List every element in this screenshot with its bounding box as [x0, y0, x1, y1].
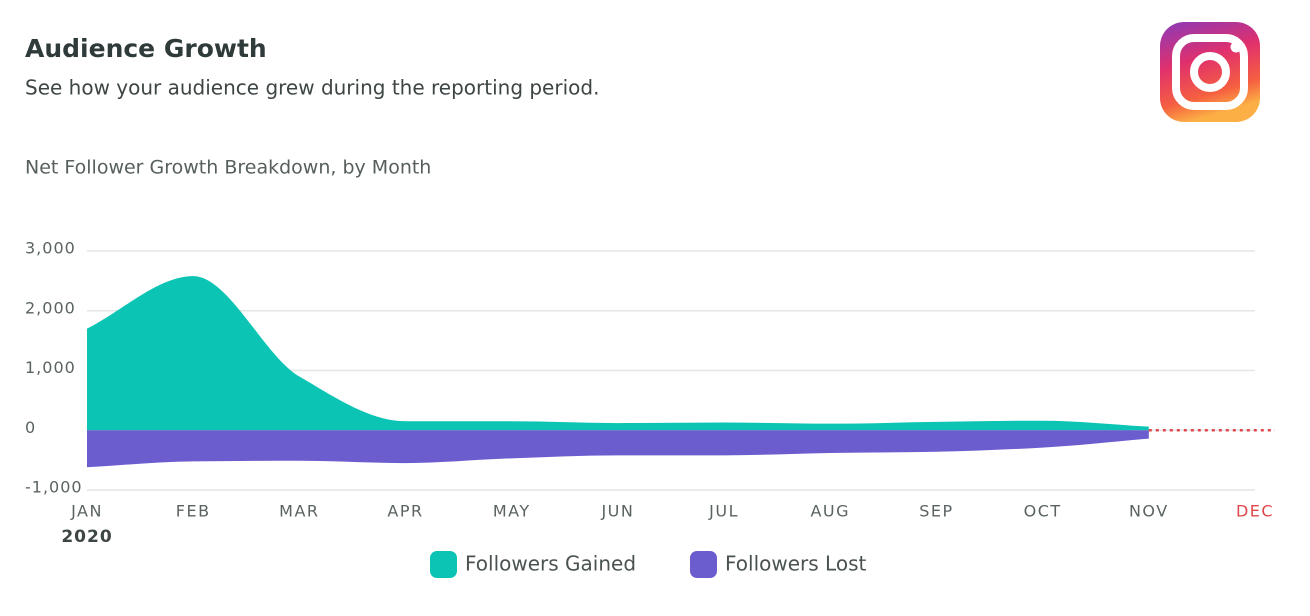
legend-swatch	[690, 551, 717, 578]
y-tick-label: 2,000	[25, 298, 76, 317]
x-tick-label: SEP	[919, 502, 953, 521]
x-tick-label: FEB	[176, 502, 211, 521]
x-tick-label: JUN	[600, 502, 634, 521]
legend-label: Followers Gained	[465, 552, 636, 576]
area	[87, 430, 1149, 468]
page-title: Audience Growth	[25, 34, 267, 63]
chart-title: Net Follower Growth Breakdown, by Month	[25, 157, 431, 179]
x-tick-label: JUL	[708, 502, 739, 521]
page-subtitle: See how your audience grew during the re…	[25, 76, 599, 100]
year-label: 2020	[61, 527, 112, 547]
legend-swatch	[430, 551, 457, 578]
legend-label: Followers Lost	[725, 552, 866, 576]
x-tick-label: NOV	[1129, 502, 1169, 521]
y-tick-label: -1,000	[25, 478, 83, 497]
y-tick-label: 1,000	[25, 358, 76, 377]
x-tick-label: APR	[387, 502, 423, 521]
x-tick-label: AUG	[810, 502, 850, 521]
x-tick-label: DEC	[1236, 502, 1274, 521]
x-tick-label: JAN	[70, 502, 103, 521]
x-tick-label: MAR	[279, 502, 319, 521]
y-tick-label: 3,000	[25, 239, 76, 258]
x-tick-label: OCT	[1024, 502, 1062, 521]
x-tick-label: MAY	[493, 502, 531, 521]
area	[87, 276, 1149, 431]
instagram-icon	[1160, 22, 1260, 122]
y-tick-label: 0	[25, 418, 36, 437]
